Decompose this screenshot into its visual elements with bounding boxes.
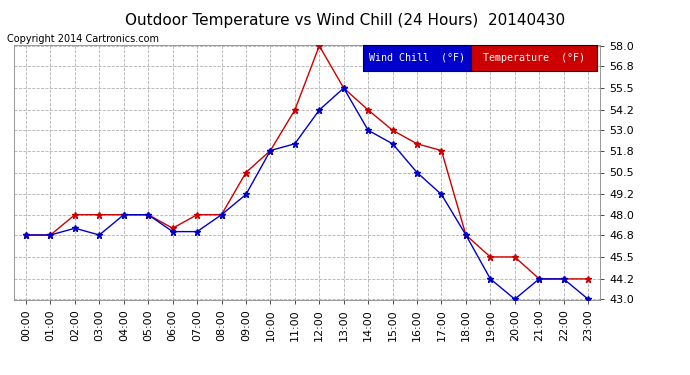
Text: Wind Chill  (°F): Wind Chill (°F)	[369, 53, 465, 63]
FancyBboxPatch shape	[471, 45, 598, 70]
Text: Outdoor Temperature vs Wind Chill (24 Hours)  20140430: Outdoor Temperature vs Wind Chill (24 Ho…	[125, 13, 565, 28]
FancyBboxPatch shape	[363, 45, 471, 70]
Text: Copyright 2014 Cartronics.com: Copyright 2014 Cartronics.com	[7, 34, 159, 44]
Text: Temperature  (°F): Temperature (°F)	[483, 53, 585, 63]
